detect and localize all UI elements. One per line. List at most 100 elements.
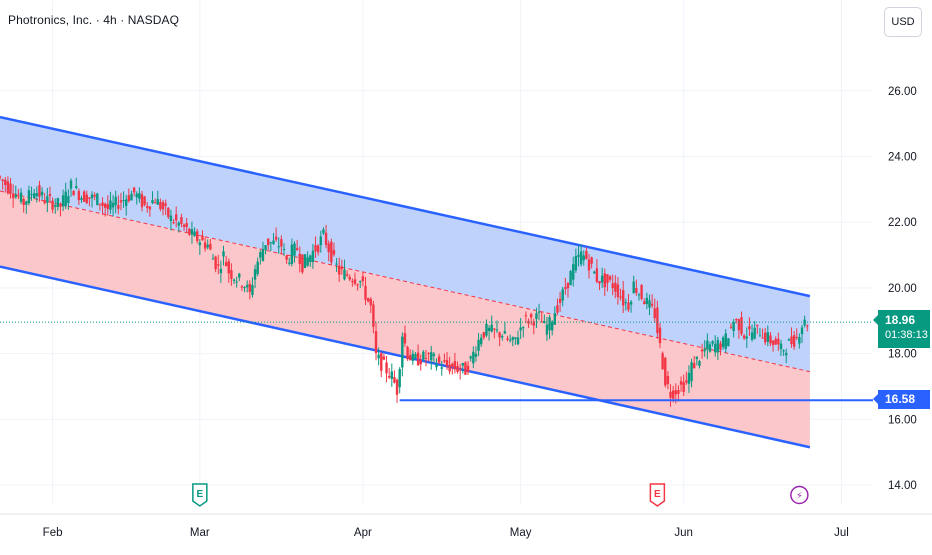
candle-body — [540, 321, 543, 323]
candle-body — [556, 305, 559, 313]
candle-body — [643, 301, 646, 304]
candle-body — [482, 332, 486, 338]
candle-body — [1, 179, 4, 182]
candle-body — [487, 327, 491, 331]
candle-body — [130, 193, 133, 201]
candle-body — [579, 251, 583, 265]
candle-body — [466, 365, 470, 373]
candle-body — [627, 302, 630, 310]
candle-body — [587, 259, 591, 271]
earnings-event-icon[interactable] — [649, 483, 666, 507]
candle-body — [285, 255, 288, 260]
candle-body — [153, 202, 157, 204]
candle-body — [548, 317, 551, 331]
candle-body — [727, 338, 730, 347]
candle-body — [132, 187, 136, 193]
candle-body — [493, 328, 496, 330]
time-tick-label: Jun — [674, 527, 693, 539]
dividend-event-icon[interactable] — [790, 485, 809, 505]
support-level — [0, 321, 873, 402]
candle-body — [535, 313, 538, 319]
candle-body — [193, 231, 196, 237]
candle-body — [161, 202, 165, 210]
candle-body — [322, 229, 325, 234]
candle-body — [635, 287, 638, 294]
candle-body — [72, 190, 75, 196]
candle-body — [735, 319, 738, 321]
candle-body — [761, 337, 764, 339]
candle-body — [340, 266, 344, 269]
time-axis[interactable]: Feb Mar Apr May Jun Jul — [0, 513, 932, 539]
candle-body — [748, 326, 751, 330]
candle-body — [756, 324, 759, 326]
candle-body — [403, 333, 407, 344]
candle-body — [230, 270, 233, 279]
candle-body — [445, 359, 449, 366]
candle-body — [96, 193, 99, 205]
candle-body — [490, 324, 493, 332]
candle-body — [253, 269, 257, 280]
candle-body — [532, 321, 535, 326]
candle-body — [151, 200, 154, 204]
candle-body — [174, 214, 178, 221]
candle-body — [40, 191, 44, 196]
price-axis-bg — [873, 0, 932, 550]
candle-body — [9, 183, 12, 194]
candle-body — [498, 332, 501, 338]
candle-body — [177, 222, 181, 226]
candle-body — [395, 379, 399, 395]
candle-body — [503, 331, 507, 334]
candle-body — [785, 352, 788, 356]
earnings-event-icon[interactable] — [192, 483, 208, 507]
candle-body — [343, 269, 346, 280]
candle-body — [461, 363, 464, 366]
candle-body — [553, 313, 557, 325]
price-axis[interactable]: 14.00 16.00 18.00 20.00 22.00 24.00 26.00 — [873, 0, 932, 550]
candle-body — [82, 191, 86, 202]
candle-body — [700, 349, 704, 352]
candle-body — [4, 179, 7, 185]
candle-body — [443, 360, 446, 362]
candle-body — [324, 232, 328, 245]
bar-countdown: 01:38:13 — [885, 329, 928, 341]
candle-body — [311, 250, 315, 263]
candle-body — [590, 257, 593, 264]
time-tick-label: Jul — [834, 527, 849, 539]
candle-body — [222, 251, 225, 257]
candle-body — [330, 241, 333, 263]
currency-button[interactable]: USD — [884, 7, 922, 37]
candle-body — [616, 284, 620, 297]
candle-body — [211, 258, 215, 260]
candle-body — [167, 207, 170, 217]
candle-body — [621, 290, 625, 306]
last-price-value: 18.96 — [885, 313, 916, 327]
candle-body — [356, 284, 359, 286]
candle-body — [422, 351, 425, 360]
candle-body — [763, 332, 767, 343]
candle-body — [369, 299, 372, 306]
candle-body — [101, 202, 104, 206]
candle-body — [603, 273, 606, 288]
candle-body — [753, 327, 756, 339]
candle-body — [600, 275, 604, 283]
candle-body — [364, 285, 367, 300]
candle-body — [125, 199, 128, 206]
earnings-event-label: E — [197, 489, 204, 500]
candle-body — [742, 335, 746, 339]
candle-body — [48, 193, 52, 197]
candle-body — [414, 354, 417, 358]
candle-body — [390, 371, 393, 379]
candle-body — [51, 200, 54, 210]
candle-body — [721, 337, 725, 347]
level-price-tag: 16.58 — [878, 390, 930, 409]
candle-body — [188, 228, 191, 235]
candle-body — [264, 245, 267, 250]
candle-body — [427, 353, 430, 355]
candle-body — [148, 206, 152, 210]
events[interactable]: E E ⚡ — [192, 483, 809, 507]
candle-body — [267, 238, 270, 246]
regression-channel — [0, 115, 811, 449]
chart-title: Photronics, Inc. · 4h · NASDAQ — [8, 13, 180, 27]
candle-body — [653, 308, 656, 319]
